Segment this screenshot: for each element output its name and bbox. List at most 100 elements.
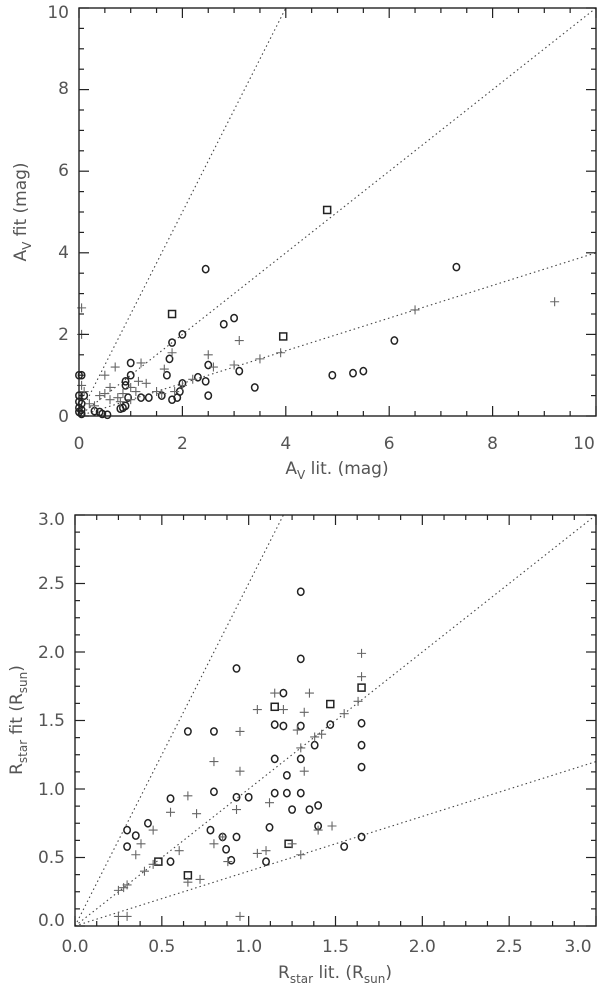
plus-marker	[183, 791, 193, 801]
plus-marker	[84, 399, 94, 409]
plus-marker	[79, 387, 89, 397]
y-tick-label: 2.5	[38, 574, 65, 594]
circle-marker	[178, 330, 187, 339]
y-tick-label: 1.0	[38, 780, 65, 800]
circle-marker	[204, 360, 213, 370]
circle-marker	[166, 794, 175, 803]
circle-marker	[183, 727, 192, 736]
circle-marker	[357, 832, 366, 842]
plus-marker	[327, 821, 337, 831]
circle-marker	[282, 770, 291, 780]
plus-marker	[296, 850, 306, 860]
reference-lines	[79, 8, 596, 416]
circle-marker	[296, 788, 305, 798]
plus-marker	[203, 350, 213, 360]
reference-line	[79, 8, 287, 416]
square-marker	[167, 309, 177, 319]
circle-marker	[296, 587, 305, 597]
plus-marker	[148, 825, 158, 835]
plus-marker	[208, 362, 218, 372]
circle-marker	[201, 376, 210, 386]
circle-marker	[193, 372, 202, 382]
circle-marker	[270, 754, 279, 764]
plus-marker	[131, 850, 141, 860]
x-tick-label: 2.0	[409, 937, 436, 957]
y-tick-label: 0	[58, 407, 69, 427]
circle-marker	[219, 319, 228, 329]
plus-marker	[209, 839, 219, 849]
x-tick-label: 10	[573, 434, 595, 454]
circle-marker	[326, 720, 335, 729]
plus-marker	[192, 809, 202, 819]
plus-marker	[270, 688, 280, 698]
circle-marker	[126, 370, 135, 380]
plus-marker	[136, 839, 146, 849]
x-tick-labels: 0.0 0.5 1.0 1.5 2.0 2.5 3.0	[61, 937, 591, 957]
plus-marker	[110, 362, 120, 372]
circle-marker	[250, 383, 259, 392]
plus-marker	[170, 387, 180, 397]
circle-marker	[204, 391, 213, 400]
x-tick-label: 8	[487, 434, 498, 454]
circle-marker	[357, 740, 366, 750]
plus-marker	[296, 743, 306, 753]
plus-marker	[105, 395, 115, 405]
plus-marker	[115, 397, 125, 407]
plus-marker	[139, 866, 149, 876]
reference-line	[75, 515, 284, 926]
x-axis-label: Rstar lit. (Rsun)	[278, 963, 392, 986]
reference-line	[75, 761, 596, 926]
circle-marker	[232, 832, 241, 842]
plus-marker	[113, 911, 123, 921]
circle-marker	[235, 366, 244, 376]
x-tick-label: 6	[384, 434, 395, 454]
plus-marker	[252, 705, 262, 715]
square-marker	[322, 205, 332, 215]
circle-marker	[206, 825, 215, 835]
plus-marker	[255, 354, 265, 364]
plus-marker	[100, 389, 110, 399]
plus-marker	[141, 378, 151, 388]
plus-marker	[152, 387, 162, 397]
data-points	[113, 587, 367, 921]
y-tick-label: 10	[47, 3, 69, 23]
circle-marker	[232, 664, 241, 673]
circle-marker	[209, 727, 218, 736]
circle-marker	[121, 376, 130, 386]
circle-marker	[328, 370, 337, 380]
plus-marker	[235, 726, 245, 736]
axis-ticks	[78, 7, 597, 417]
chart-av: 0 2 4 6 8 10 0 2 4 6 8 10 AV lit. (mag) …	[11, 3, 597, 482]
circle-marker	[227, 855, 236, 865]
square-marker	[154, 857, 163, 866]
circle-marker	[166, 857, 175, 866]
plus-marker	[126, 395, 136, 405]
x-tick-label: 2	[177, 434, 188, 454]
x-axis-label: AV lit. (mag)	[285, 459, 388, 482]
circle-marker	[296, 721, 305, 731]
circle-marker	[121, 401, 130, 411]
plus-marker	[122, 880, 132, 890]
circle-marker	[144, 393, 153, 402]
circle-marker	[232, 792, 241, 802]
circle-marker	[270, 788, 279, 798]
circle-marker	[201, 264, 210, 274]
plus-marker	[261, 846, 271, 856]
plus-marker	[287, 839, 297, 849]
circle-marker	[131, 831, 140, 840]
circle-marker	[123, 842, 132, 851]
circle-marker	[349, 368, 357, 378]
circle-marker	[265, 823, 274, 832]
circle-marker	[103, 410, 112, 420]
y-tick-label: 2.0	[38, 643, 65, 663]
plus-marker	[174, 846, 184, 856]
circle-marker	[310, 740, 319, 750]
plus-marker	[339, 709, 349, 719]
circle-marker	[270, 720, 279, 729]
plus-marker	[188, 374, 198, 384]
plus-marker	[299, 766, 309, 776]
x-tick-label: 4	[280, 434, 291, 454]
circle-marker	[168, 338, 177, 347]
plus-marker	[229, 360, 239, 370]
plus-marker	[223, 857, 233, 867]
